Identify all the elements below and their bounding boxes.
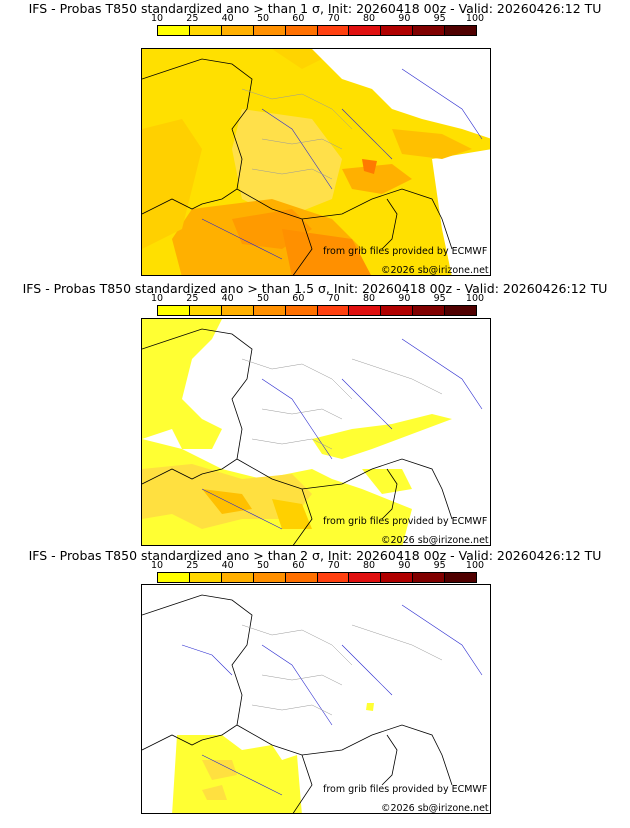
colorbar-tick-label: 60	[292, 293, 305, 304]
probability-map: from grib files provided by ECMWF ©2026 …	[141, 584, 491, 814]
colorbar-tick-label: 10	[150, 13, 164, 24]
colorbar-swatch	[317, 26, 350, 35]
probability-map: from grib files provided by ECMWF ©2026 …	[141, 48, 491, 276]
colorbar-tick-label: 40	[221, 293, 234, 304]
colorbar-tick-label: 70	[327, 293, 340, 304]
colorbar-tick-label: 80	[362, 13, 376, 24]
colorbar-tick-label: 40	[221, 560, 234, 571]
colorbar-swatch	[189, 306, 222, 315]
map-panel-3: IFS - Probas T850 standardized ano > tha…	[0, 546, 630, 822]
colorbar-tick-label: 25	[186, 293, 199, 304]
colorbar-swatch	[221, 306, 254, 315]
colorbar-tick-label: 40	[221, 13, 234, 24]
colorbar-swatch	[253, 573, 286, 582]
colorbar-swatch	[445, 26, 477, 35]
probability-map: from grib files provided by ECMWF ©2026 …	[141, 318, 491, 546]
colorbar-swatch	[445, 306, 477, 315]
copyright-credit: ©2026 sb@irizone.net	[381, 803, 489, 814]
colorbar-swatch	[317, 306, 350, 315]
colorbar-bar	[157, 305, 477, 316]
colorbar-swatch	[158, 26, 190, 35]
source-credit: from grib files provided by ECMWF	[323, 246, 488, 257]
panel-title: IFS - Probas T850 standardized ano > tha…	[22, 281, 608, 296]
colorbar-swatch	[381, 306, 414, 315]
colorbar-tick-label: 60	[292, 13, 305, 24]
colorbar: 10 25 40 50 60 70 80 90 95 100	[151, 13, 484, 37]
colorbar-swatch	[158, 573, 190, 582]
colorbar-ticks: 10 25 40 50 60 70 80 90 95 100	[151, 293, 484, 304]
colorbar-tick-label: 70	[327, 560, 340, 571]
colorbar-tick-label: 100	[465, 293, 485, 304]
colorbar-tick-label: 90	[398, 560, 411, 571]
colorbar-tick-label: 50	[256, 293, 270, 304]
colorbar-tick-label: 25	[186, 13, 199, 24]
colorbar-swatch	[445, 573, 477, 582]
colorbar-tick-label: 80	[362, 560, 376, 571]
colorbar-swatch	[413, 306, 446, 315]
panel-title: IFS - Probas T850 standardized ano > tha…	[28, 548, 602, 563]
colorbar: 10 25 40 50 60 70 80 90 95 100	[151, 293, 484, 317]
copyright-credit: ©2026 sb@irizone.net	[381, 265, 489, 276]
colorbar-swatch	[413, 26, 446, 35]
colorbar-swatch	[285, 26, 318, 35]
colorbar-swatch	[253, 26, 286, 35]
colorbar-ticks: 10 25 40 50 60 70 80 90 95 100	[151, 560, 484, 571]
source-credit: from grib files provided by ECMWF	[323, 784, 488, 795]
source-credit: from grib files provided by ECMWF	[323, 516, 488, 527]
colorbar-tick-label: 90	[398, 13, 411, 24]
colorbar-swatch	[221, 573, 254, 582]
colorbar-swatch	[253, 306, 286, 315]
colorbar-tick-label: 25	[186, 560, 199, 571]
panel-title: IFS - Probas T850 standardized ano > tha…	[28, 1, 602, 16]
colorbar-tick-label: 95	[433, 560, 446, 571]
colorbar-tick-label: 10	[150, 560, 164, 571]
colorbar-tick-label: 80	[362, 293, 376, 304]
colorbar-swatch	[349, 26, 382, 35]
colorbar-bar	[157, 25, 477, 36]
colorbar-tick-label: 70	[327, 13, 340, 24]
map-panel-1: IFS - Probas T850 standardized ano > tha…	[0, 0, 630, 276]
colorbar-swatch	[221, 26, 254, 35]
colorbar-swatch	[317, 573, 350, 582]
colorbar-tick-label: 10	[150, 293, 164, 304]
colorbar-tick-label: 100	[465, 13, 485, 24]
colorbar-tick-label: 100	[465, 560, 485, 571]
copyright-credit: ©2026 sb@irizone.net	[381, 535, 489, 546]
colorbar-tick-label: 50	[256, 560, 270, 571]
colorbar-tick-label: 90	[398, 293, 411, 304]
map-panel-2: IFS - Probas T850 standardized ano > tha…	[0, 270, 630, 546]
colorbar-swatch	[381, 573, 414, 582]
colorbar-tick-label: 50	[256, 13, 270, 24]
colorbar-ticks: 10 25 40 50 60 70 80 90 95 100	[151, 13, 484, 24]
colorbar-swatch	[285, 573, 318, 582]
colorbar-swatch	[158, 306, 190, 315]
colorbar-swatch	[189, 26, 222, 35]
colorbar-swatch	[285, 306, 318, 315]
colorbar-swatch	[413, 573, 446, 582]
colorbar-swatch	[349, 573, 382, 582]
colorbar-tick-label: 95	[433, 13, 446, 24]
colorbar-bar	[157, 572, 477, 583]
colorbar-swatch	[381, 26, 414, 35]
colorbar-tick-label: 95	[433, 293, 446, 304]
colorbar-swatch	[189, 573, 222, 582]
colorbar-tick-label: 60	[292, 560, 305, 571]
colorbar: 10 25 40 50 60 70 80 90 95 100	[151, 560, 484, 584]
colorbar-swatch	[349, 306, 382, 315]
